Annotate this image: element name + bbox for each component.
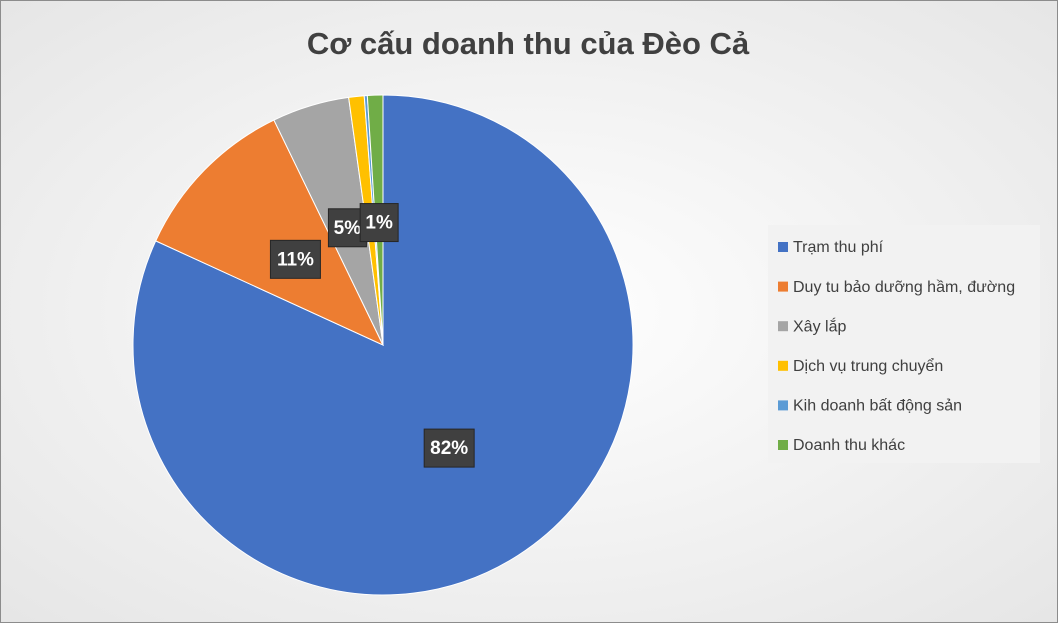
data-label-box <box>359 203 399 243</box>
data-label: 1% <box>365 213 393 234</box>
data-label-box <box>269 239 321 279</box>
legend-label: Kih doanh bất động sản <box>793 398 962 415</box>
legend-swatch <box>778 321 788 332</box>
pie-slice <box>155 119 385 347</box>
legend-swatch <box>778 400 788 411</box>
legend-label: Xây lắp <box>793 316 846 335</box>
legend-label: Dịch vụ trung chuyển <box>793 357 943 375</box>
legend-swatch <box>778 360 788 371</box>
chart-title: Cơ cấu doanh thu của Đèo Cả <box>307 26 750 61</box>
legend-label: Duy tu bảo dưỡng hầm, đường <box>793 279 1015 296</box>
legend-label: Trạm thu phí <box>793 239 884 256</box>
data-label: 82% <box>430 438 468 459</box>
legend-swatch <box>778 242 788 252</box>
data-label: 5% <box>334 218 362 239</box>
legend-swatch <box>778 440 788 450</box>
data-label-box <box>423 428 475 468</box>
legend-box <box>768 225 1040 463</box>
data-label: 11% <box>277 249 314 270</box>
legend-swatch <box>778 281 788 292</box>
legend-label: Doanh thu khác <box>793 437 905 454</box>
